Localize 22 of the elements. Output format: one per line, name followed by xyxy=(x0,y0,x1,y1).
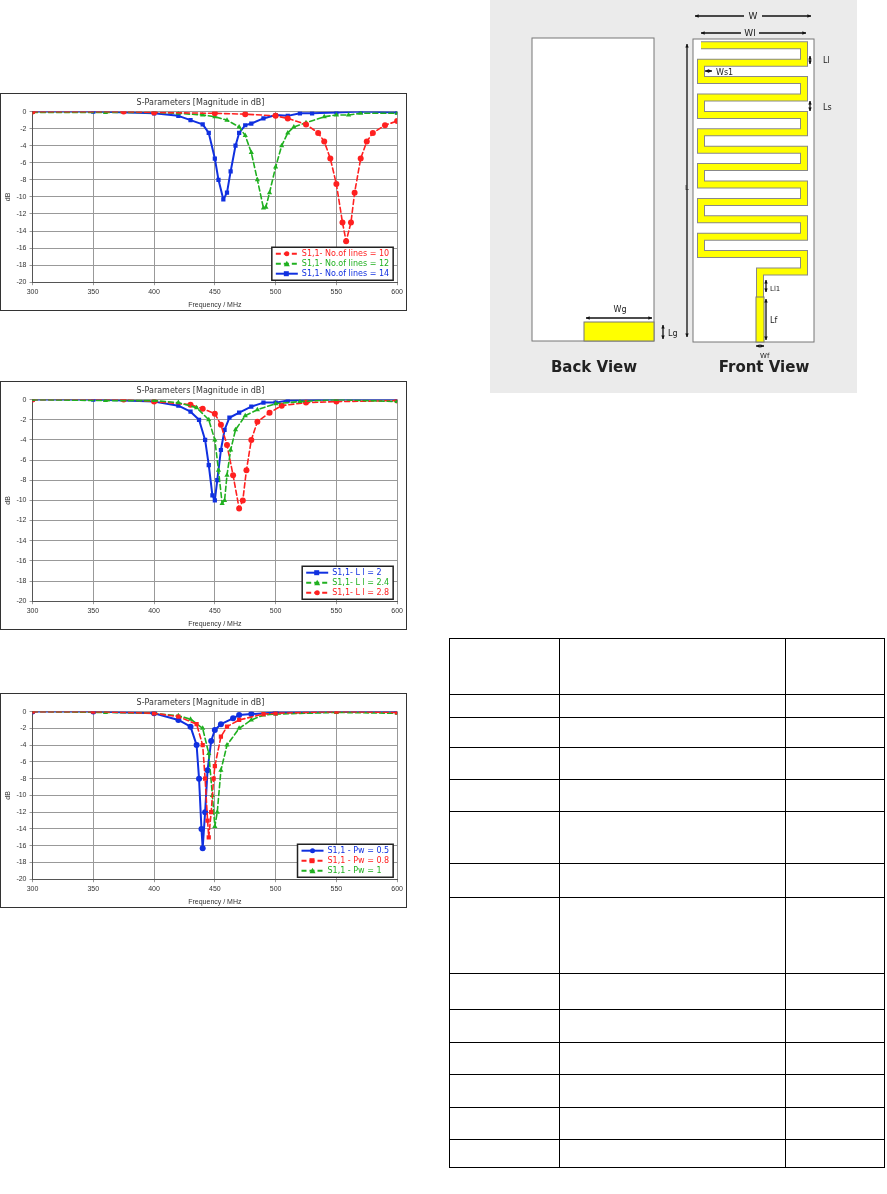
text: Ls xyxy=(823,103,832,112)
legend-label: S1,1 - Pw = 0.8 xyxy=(327,855,390,865)
chart-title: S-Parameters [Magnitude in dB] xyxy=(136,697,265,707)
text: Ws1 xyxy=(716,68,734,77)
text: Wl xyxy=(744,28,756,38)
legend-label: S1,1- No.of lines = 12 xyxy=(301,258,390,268)
text: Back View xyxy=(550,358,638,376)
text: Ll xyxy=(823,56,830,65)
chart-title: S-Parameters [Magnitude in dB] xyxy=(136,385,265,395)
legend-label: S1,1- No.of lines = 10 xyxy=(301,248,390,258)
legend-label: S1,1 - Pw = 0.5 xyxy=(327,845,390,855)
legend-label: S1,1- L l = 2.4 xyxy=(332,577,390,587)
text: Lf xyxy=(770,316,778,325)
chart-title: S-Parameters [Magnitude in dB] xyxy=(136,97,265,107)
text: Wg xyxy=(613,305,627,314)
legend-label: S1,1- No.of lines = 14 xyxy=(301,268,390,278)
text: Lg xyxy=(668,329,678,338)
text: W xyxy=(748,11,758,21)
legend-label: S1,1- L l = 2.8 xyxy=(332,587,390,597)
legend-label: S1,1 - Pw = 1 xyxy=(327,865,382,875)
text: Front View xyxy=(718,358,810,376)
legend-label: S1,1- L l = 2 xyxy=(332,567,382,577)
